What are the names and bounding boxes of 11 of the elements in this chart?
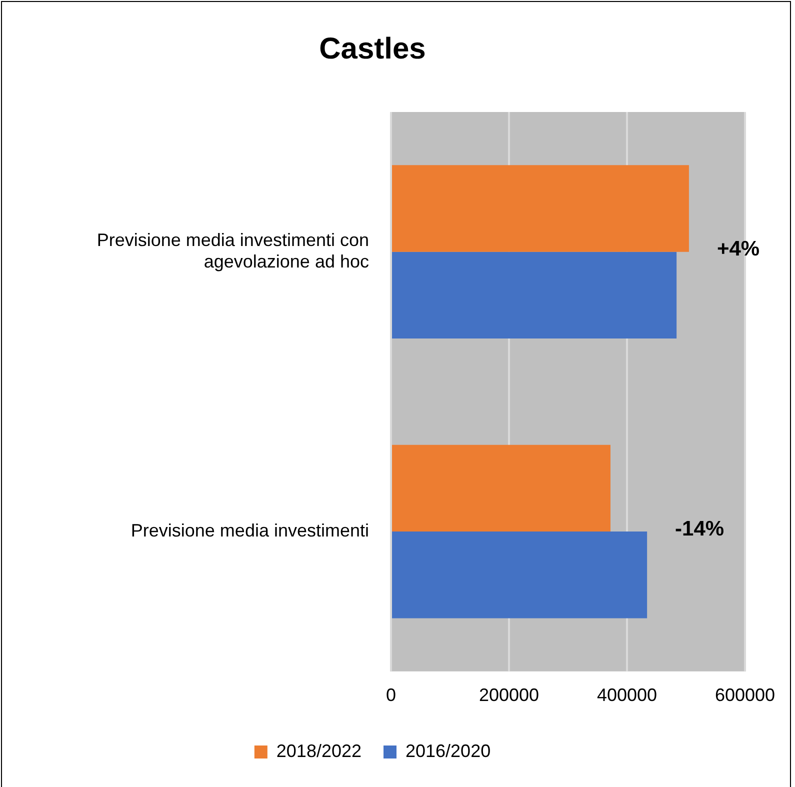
legend-label: 2018/2022 [276, 740, 362, 761]
annotation: +4% [716, 238, 760, 261]
x-tick-label: 600000 [714, 685, 776, 706]
x-tick-label: 200000 [478, 685, 540, 706]
y-tick-label: Previsione media investimenti con agevolazione ad hoc [96, 230, 369, 272]
chart-title: Castles [319, 32, 426, 66]
x-tick-label: 400000 [596, 685, 658, 706]
y-tick-label: Previsione media investimenti [130, 520, 369, 541]
annotation: -14% [675, 517, 724, 540]
x-tick-label: 0 [386, 685, 396, 706]
legend-label: 2016/2020 [406, 740, 491, 761]
